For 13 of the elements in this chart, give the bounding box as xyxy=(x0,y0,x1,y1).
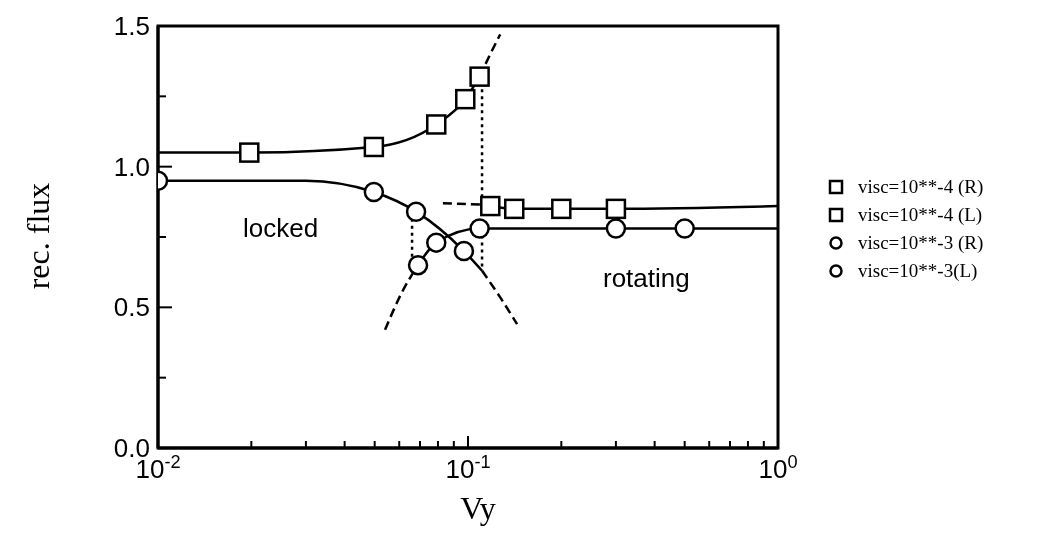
x-axis-title: Vy xyxy=(460,489,496,527)
y-axis-title: rec. flux xyxy=(19,182,57,290)
legend-label: visc=10**-3(L) xyxy=(858,260,978,282)
annotation: locked xyxy=(243,213,319,244)
x-tick-label: 10$^{-1}$ xyxy=(445,452,491,484)
y-tick-label: 1.5 xyxy=(113,11,150,41)
legend-label: visc=10**-4 (L) xyxy=(858,204,983,226)
y-tick-label: 0.5 xyxy=(113,292,150,323)
legend-label: visc=10**-3 (R) xyxy=(858,232,984,254)
x-tick-label: 10$^{0}$ xyxy=(758,452,798,484)
legend-label: visc=10**-4 (R) xyxy=(858,176,984,198)
y-tick-label: 1.0 xyxy=(113,151,150,182)
annotation: rotating xyxy=(603,263,690,294)
